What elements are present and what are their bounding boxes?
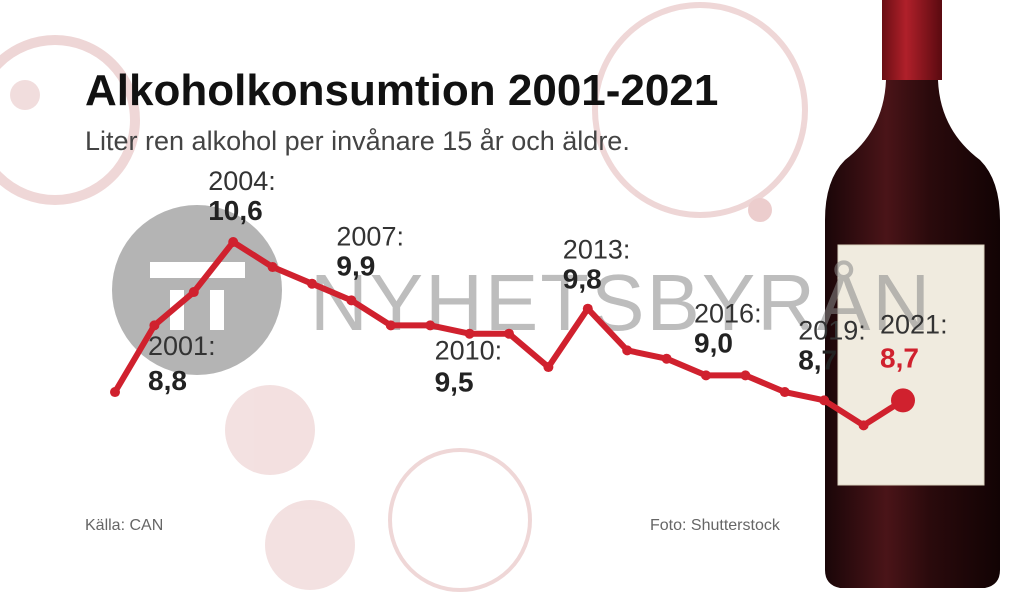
- photo-credit: Foto: Shutterstock: [650, 517, 781, 534]
- point: [307, 278, 317, 289]
- year-label: 2001:: [148, 331, 216, 361]
- value-label: 10,6: [208, 195, 263, 226]
- chart-subtitle: Liter ren alkohol per invånare 15 år och…: [85, 126, 630, 156]
- year-label: 2016:: [694, 298, 762, 328]
- chart-title: Alkoholkonsumtion 2001-2021: [85, 66, 718, 115]
- point: [779, 387, 790, 398]
- point: [661, 353, 672, 364]
- point: [819, 395, 830, 406]
- point: [385, 320, 396, 331]
- point: [464, 328, 475, 339]
- year-label: 2010:: [435, 336, 503, 366]
- year-label: 2021:: [880, 309, 948, 339]
- point: [346, 295, 357, 306]
- point: [267, 262, 278, 273]
- value-label: 9,0: [694, 327, 733, 358]
- point: [228, 237, 239, 248]
- point: [504, 328, 514, 339]
- point: [622, 345, 633, 356]
- watermark: NYHETSBYRÅN: [310, 258, 932, 347]
- value-label: 9,8: [563, 264, 602, 295]
- year-label: 2007:: [336, 221, 404, 251]
- point: [110, 387, 120, 398]
- stains: [0, 2, 808, 592]
- value-label: 9,9: [336, 250, 375, 281]
- point: [425, 320, 436, 331]
- point: [582, 303, 593, 314]
- point: [188, 287, 199, 298]
- year-label: 2019:: [798, 315, 866, 345]
- wine-bottle: [825, 0, 1000, 588]
- source: Källa: CAN: [85, 517, 163, 534]
- year-label: 2013:: [563, 235, 631, 265]
- value-label: 8,7: [880, 342, 919, 373]
- point: [740, 370, 751, 381]
- point: [891, 388, 915, 413]
- point: [543, 362, 554, 373]
- value-label: 9,5: [435, 367, 474, 398]
- point: [858, 420, 869, 431]
- point: [701, 370, 711, 381]
- value-label: 8,7: [798, 344, 837, 375]
- value-label: 8,8: [148, 365, 187, 396]
- year-label: 2004:: [208, 166, 276, 196]
- point: [149, 320, 160, 331]
